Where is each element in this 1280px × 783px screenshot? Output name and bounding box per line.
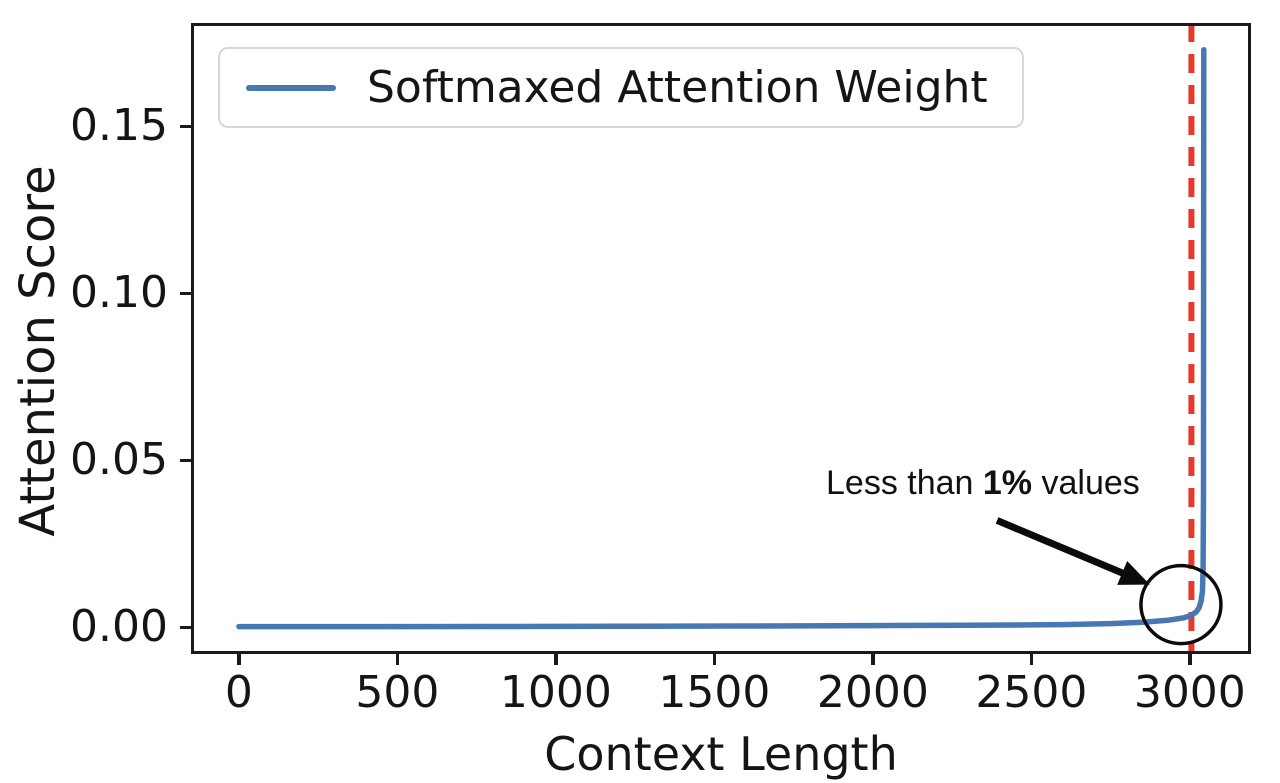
x-tick-mark-2000 [871,654,875,665]
attention-curve [236,46,1207,630]
x-tick-label-500: 500 [355,667,440,718]
y-tick-mark-0.15 [180,124,191,129]
x-tick-mark-3000 [1188,654,1192,665]
x-tick-mark-500 [395,654,400,665]
annotation-label-suffix: values [1032,464,1140,502]
annotation-label-prefix: Less than [826,464,983,502]
y-tick-label-0.10: 0.10 [70,267,168,319]
y-tick-mark-0.00 [180,625,191,630]
annotation-circle [1139,563,1223,646]
legend-line-swatch [246,84,336,91]
y-tick-label-0.00: 0.00 [70,601,168,653]
legend-label: Softmaxed Attention Weight [367,62,988,113]
y-tick-mark-0.05 [180,458,191,463]
x-tick-label-2000: 2000 [816,667,929,718]
plot-svg [236,23,1223,654]
legend: Softmaxed Attention Weight [218,47,1024,128]
x-tick-label-2500: 2500 [975,667,1088,718]
x-tick-label-1000: 1000 [499,667,612,718]
y-tick-mark-0.10 [180,291,191,296]
x-tick-mark-0 [237,654,241,665]
x-tick-label-3000: 3000 [1133,667,1246,718]
x-tick-label-1500: 1500 [658,667,771,718]
plot-area [191,23,1251,654]
x-axis-title: Context Length [544,727,898,781]
x-tick-mark-1500 [712,654,717,665]
annotation-arrow-head [1117,561,1150,585]
x-tick-mark-1000 [554,654,558,665]
annotation-label-bold: 1% [982,464,1033,502]
x-tick-mark-2500 [1029,654,1034,665]
annotation-label: Less than 1% values [826,464,1140,502]
annotation-arrow-shaft [995,517,1128,578]
x-tick-label-0: 0 [224,667,253,718]
y-tick-label-0.15: 0.15 [70,100,168,152]
y-tick-label-0.05: 0.05 [70,434,168,486]
